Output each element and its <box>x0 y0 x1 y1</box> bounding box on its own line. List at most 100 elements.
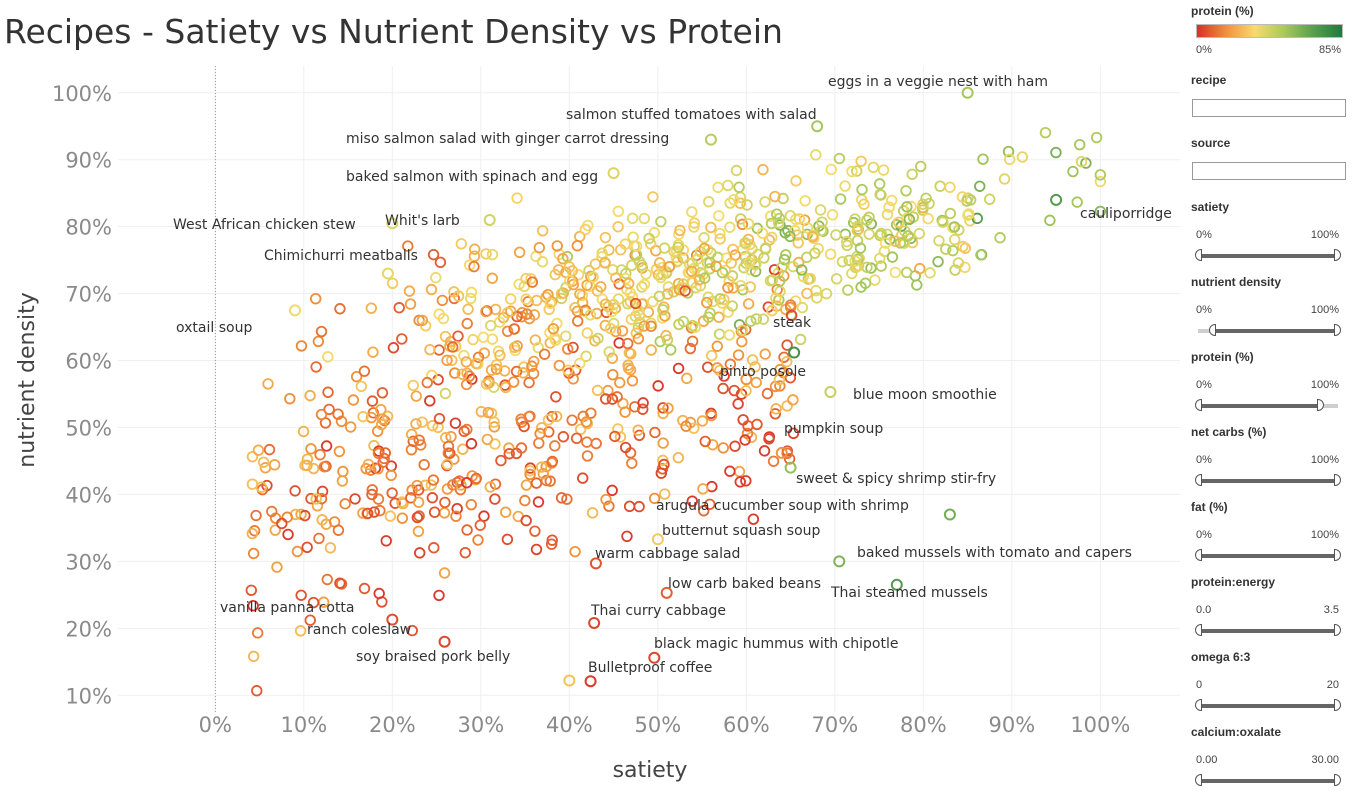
scatter-point[interactable] <box>562 343 574 355</box>
scatter-point[interactable] <box>875 260 887 272</box>
scatter-point[interactable] <box>461 524 473 536</box>
scatter-point[interactable] <box>820 287 833 300</box>
scatter-point[interactable] <box>889 266 901 279</box>
scatter-point[interactable] <box>458 349 470 362</box>
scatter-point[interactable] <box>920 192 932 204</box>
scatter-point[interactable] <box>483 213 496 226</box>
slider-max-handle[interactable] <box>1334 699 1341 711</box>
scatter-point[interactable] <box>396 512 409 524</box>
scatter-point[interactable] <box>614 431 627 443</box>
scatter-point[interactable] <box>729 440 741 452</box>
scatter-point[interactable] <box>480 305 492 318</box>
scatter-point[interactable] <box>749 361 761 373</box>
scatter-point[interactable] <box>438 567 451 579</box>
scatter-point[interactable] <box>310 361 322 373</box>
scatter-point[interactable] <box>266 505 278 518</box>
scatter-point[interactable] <box>572 315 584 327</box>
scatter-point[interactable] <box>712 181 724 194</box>
scatter-point[interactable] <box>740 475 752 487</box>
scatter-point[interactable] <box>657 402 669 414</box>
scatter-point[interactable] <box>580 350 592 362</box>
scatter-point[interactable] <box>686 495 698 507</box>
scatter-point[interactable] <box>412 525 425 538</box>
scatter-point[interactable] <box>616 325 629 337</box>
scatter-point[interactable] <box>550 391 562 403</box>
scatter-point[interactable] <box>964 215 976 227</box>
scatter-point[interactable] <box>653 290 666 302</box>
scatter-point[interactable] <box>714 227 726 240</box>
scatter-point[interactable] <box>517 367 529 379</box>
scatter-point[interactable] <box>530 477 543 489</box>
scatter-point[interactable] <box>619 238 631 250</box>
scatter-point[interactable] <box>589 557 602 570</box>
scatter-point[interactable] <box>811 120 824 133</box>
scatter-point[interactable] <box>706 480 718 493</box>
scatter-point[interactable] <box>726 270 739 282</box>
scatter-point[interactable] <box>702 361 714 373</box>
scatter-point[interactable] <box>347 394 360 406</box>
scatter-point[interactable] <box>550 410 563 423</box>
scatter-point[interactable] <box>723 329 736 341</box>
scatter-point[interactable] <box>553 359 565 372</box>
scatter-point[interactable] <box>255 481 268 493</box>
scatter-point[interactable] <box>724 465 736 477</box>
scatter-point[interactable] <box>366 488 378 501</box>
scatter-point[interactable] <box>526 360 538 372</box>
scatter-point[interactable] <box>428 506 441 518</box>
scatter-point[interactable] <box>749 265 762 278</box>
scatter-point[interactable] <box>782 224 794 237</box>
scatter-point[interactable] <box>952 257 965 269</box>
scatter-point[interactable] <box>567 341 579 354</box>
scatter-point[interactable] <box>313 532 325 545</box>
scatter-point[interactable] <box>524 468 536 481</box>
scatter-point[interactable] <box>549 268 561 281</box>
scatter-point[interactable] <box>323 403 335 416</box>
scatter-point[interactable] <box>794 333 807 346</box>
scatter-point[interactable] <box>524 465 536 477</box>
scatter-point[interactable] <box>655 215 667 228</box>
scatter-point[interactable] <box>426 420 439 432</box>
scatter-point[interactable] <box>959 242 972 254</box>
scatter-point[interactable] <box>825 163 837 176</box>
scatter-point[interactable] <box>610 272 622 284</box>
scatter-point[interactable] <box>546 410 558 423</box>
scatter-point[interactable] <box>520 479 533 491</box>
scatter-point[interactable] <box>416 314 429 327</box>
scatter-point[interactable] <box>415 439 427 451</box>
scatter-point[interactable] <box>761 387 774 400</box>
scatter-point[interactable] <box>756 227 769 239</box>
scatter-point[interactable] <box>943 508 956 521</box>
scatter-point[interactable] <box>477 331 490 343</box>
scatter-point[interactable] <box>699 272 711 284</box>
scatter-point[interactable] <box>924 267 936 279</box>
scatter-point[interactable] <box>518 420 530 433</box>
scatter-point[interactable] <box>584 309 597 321</box>
scatter-point[interactable] <box>532 341 544 354</box>
scatter-point[interactable] <box>686 206 698 218</box>
scatter-point[interactable] <box>714 233 726 245</box>
scatter-point[interactable] <box>757 163 769 176</box>
scatter-point[interactable] <box>933 235 945 247</box>
scatter-point[interactable] <box>750 376 762 389</box>
scatter-point[interactable] <box>766 231 778 244</box>
scatter-point[interactable] <box>652 380 664 392</box>
scatter-point[interactable] <box>339 498 351 510</box>
scatter-point[interactable] <box>439 496 451 509</box>
scatter-point[interactable] <box>735 279 747 292</box>
scatter-point[interactable] <box>815 224 827 237</box>
scatter-point[interactable] <box>900 185 912 197</box>
scatter-point[interactable] <box>747 513 760 525</box>
scatter-point[interactable] <box>724 358 737 370</box>
scatter-point[interactable] <box>732 349 745 361</box>
scatter-point[interactable] <box>365 411 378 424</box>
scatter-point[interactable] <box>561 493 573 505</box>
scatter-point[interactable] <box>386 613 399 626</box>
scatter-point[interactable] <box>630 249 643 261</box>
scatter-point[interactable] <box>250 509 262 522</box>
scatter-point[interactable] <box>742 420 754 432</box>
scatter-point[interactable] <box>881 208 894 221</box>
scatter-point[interactable] <box>332 524 345 536</box>
scatter-point[interactable] <box>809 247 821 259</box>
scatter-point[interactable] <box>523 410 535 423</box>
scatter-point[interactable] <box>384 510 397 522</box>
